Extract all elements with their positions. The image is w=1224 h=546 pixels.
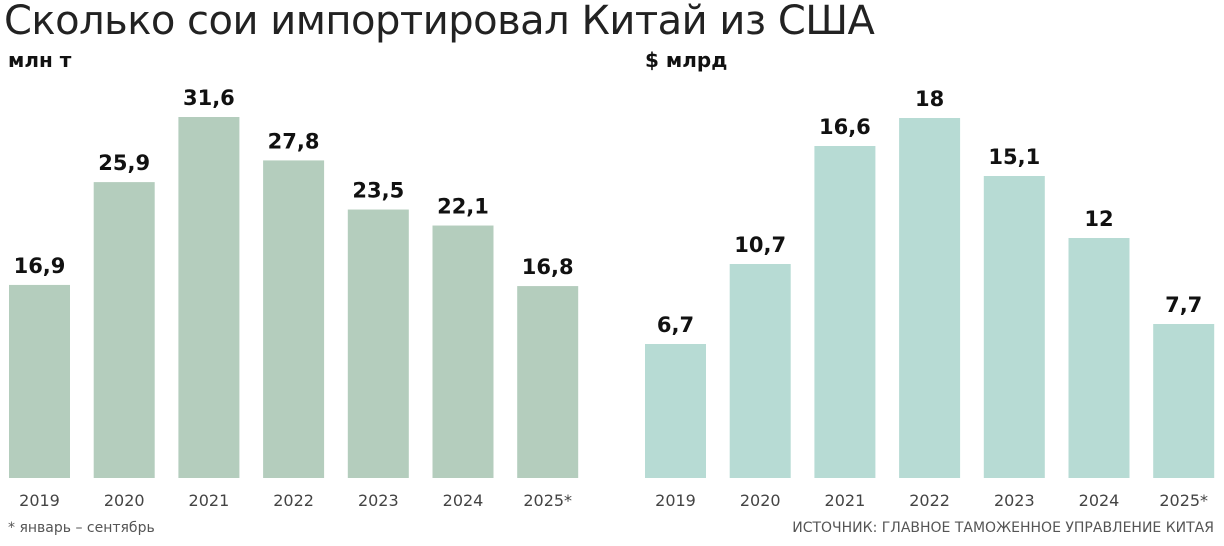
source-note: ИСТОЧНИК: ГЛАВНОЕ ТАМОЖЕННОЕ УПРАВЛЕНИЕ … [792,520,1214,536]
left-bar-2025* [517,286,579,478]
right-bar-2023 [983,176,1045,478]
left-value-label: 27,8 [268,129,320,153]
left-bar-2022 [263,160,325,479]
right-x-tick-label: 2024 [1079,491,1120,510]
right-bar-2021 [814,146,876,478]
right-bar-2022 [899,118,961,478]
left-value-label: 16,9 [14,254,66,278]
right-value-label: 12 [1084,207,1113,231]
footnote: * январь – сентябрь [8,520,155,536]
right-x-tick-label: 2023 [994,491,1035,510]
right-x-tick-label: 2019 [655,491,696,510]
left-x-tick-label: 2022 [273,491,314,510]
right-value-label: 10,7 [734,233,786,257]
left-bar-2024 [432,225,494,478]
right-bar-chart: 6,7 2019 10,7 2020 16,6 2021 18 2022 15,1 2023 12 2… [645,87,1215,510]
left-x-tick-label: 2025* [523,491,572,510]
left-x-tick-label: 2021 [189,491,230,510]
left-x-tick-label: 2024 [443,491,484,510]
right-x-tick-label: 2025* [1159,491,1208,510]
left-value-label: 16,8 [522,255,574,279]
left-bar-2023 [347,209,409,479]
left-x-tick-label: 2019 [19,491,60,510]
left-chart-unit: млн т [8,48,72,72]
right-x-tick-label: 2022 [909,491,950,510]
right-x-tick-label: 2021 [825,491,866,510]
left-bar-2019 [9,284,70,478]
right-value-label: 7,7 [1165,293,1202,317]
right-bar-2020 [729,264,791,478]
right-value-label: 16,6 [819,115,871,139]
left-x-tick-label: 2023 [358,491,399,510]
right-bar-2024 [1068,238,1130,478]
left-bar-2020 [93,182,155,478]
left-x-tick-label: 2020 [104,491,145,510]
left-bar-chart: 16,9 2019 25,9 2020 31,6 2021 27,8 2022 23,5 2023… [9,86,579,510]
left-value-label: 23,5 [352,179,404,203]
right-x-tick-label: 2020 [740,491,781,510]
right-bar-2019 [645,344,706,478]
right-value-label: 15,1 [988,145,1040,169]
left-value-label: 31,6 [183,86,235,110]
chart-title: Сколько сои импортировал Китай из США [4,0,875,44]
left-value-label: 25,9 [98,151,150,175]
left-value-label: 22,1 [437,195,489,219]
right-bar-2025* [1153,324,1215,478]
right-chart-unit: $ млрд [645,48,728,72]
left-bar-2021 [178,117,240,478]
right-value-label: 18 [915,87,944,111]
right-value-label: 6,7 [657,313,694,337]
